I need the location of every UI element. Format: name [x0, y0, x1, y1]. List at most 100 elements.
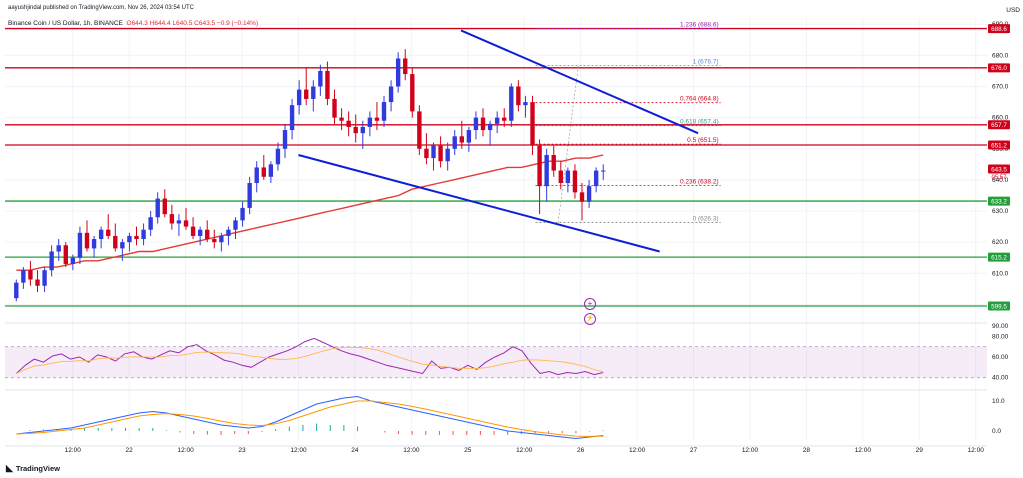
candle-body: [388, 86, 394, 103]
candle-body: [282, 130, 288, 149]
time-tick-label: 27: [690, 447, 698, 454]
rsi-pane: [5, 337, 987, 379]
tradingview-logo[interactable]: ◣ TradingView: [6, 463, 60, 473]
rsi-ma-line: [16, 346, 604, 374]
price-tag: [988, 63, 1010, 73]
candlesticks[interactable]: [14, 49, 606, 302]
candle-body: [332, 98, 337, 118]
moving-average: [16, 154, 604, 271]
time-tick-label: 12:00: [968, 447, 985, 454]
candle-body: [35, 279, 40, 286]
candle-body: [155, 198, 160, 218]
price-tag-label: 657.7: [991, 122, 1007, 129]
high-value: H644.4: [149, 20, 171, 27]
candle-body: [212, 239, 217, 243]
time-tick-label: 12:00: [177, 447, 194, 454]
candle-body: [431, 145, 436, 159]
candle-body: [480, 117, 486, 131]
candle-body: [523, 102, 528, 106]
candle-body: [530, 102, 535, 146]
grid-lines: [5, 18, 987, 447]
candle-body: [487, 123, 493, 131]
fib-label: 0.618 (657.4): [680, 119, 719, 126]
fibonacci-levels: 1.236 (688.6) 1 (676.7) 0.764 (664.8) 0.618…: [535, 22, 721, 223]
time-tick-label: 12:00: [290, 447, 307, 454]
candle-body: [381, 102, 387, 121]
candle-body: [70, 257, 76, 264]
price-tag: [988, 252, 1010, 262]
price-tick-label: 660.0: [992, 115, 1009, 122]
candle-body: [56, 245, 61, 252]
candle-body: [417, 111, 422, 149]
time-tick-label: 12:00: [629, 447, 646, 454]
channel-line: [298, 154, 660, 253]
candle-body: [304, 89, 309, 99]
candle-body: [311, 86, 316, 99]
rsi-tick-label: 40.00: [992, 375, 1009, 382]
rsi-band: [5, 346, 987, 378]
candle-body: [572, 170, 578, 193]
rsi-tick-label: 80.00: [992, 333, 1009, 340]
time-tick-label: 12:00: [65, 447, 82, 454]
candle-body: [509, 86, 514, 121]
candle-body: [565, 170, 571, 184]
candle-body: [254, 167, 259, 184]
change-value: −0.9 (−0.14%): [216, 20, 259, 27]
descending-channel: [298, 29, 699, 253]
price-tick-label: 670.0: [992, 83, 1009, 90]
candle-body: [127, 235, 132, 243]
candle-body: [502, 117, 507, 121]
flash-circle-icon[interactable]: ⚡: [584, 313, 596, 325]
fib-label: 0.5 (651.5): [687, 137, 718, 144]
price-tick-label: 640.0: [992, 177, 1009, 184]
time-axis[interactable]: 12:00 22 12:00 23 12:00 24 12:00 25 12:00 26 12:00…: [65, 447, 985, 454]
time-tick-label: 26: [577, 447, 585, 454]
candle-body: [63, 245, 68, 264]
time-tick-label: 23: [238, 447, 246, 454]
countdown-label: 05:57: [991, 175, 1007, 181]
fib-label: 0 (626.3): [693, 216, 719, 223]
price-tag-label: 599.5: [991, 303, 1007, 310]
price-axis[interactable]: 690.0680.0670.0660.0650.0640.0630.0620.0…: [988, 21, 1010, 435]
signal-line: [16, 400, 604, 437]
candle-body: [84, 232, 90, 249]
candle-body: [296, 89, 302, 106]
symbol-legend[interactable]: Binance Coin / US Dollar, 1h, BINANCE O6…: [8, 20, 258, 27]
candle-body: [21, 270, 26, 283]
candle-body: [410, 74, 415, 112]
candle-body: [219, 235, 224, 243]
candle-body: [77, 232, 83, 258]
time-tick-label: 24: [351, 447, 359, 454]
rsi-tick-label: 60.00: [992, 354, 1009, 361]
candle-body: [537, 145, 542, 187]
candle-body: [494, 117, 500, 124]
candle-body: [28, 270, 33, 280]
price-tag-label: 688.6: [991, 26, 1007, 33]
candle-body: [176, 220, 182, 224]
candle-body: [601, 170, 606, 172]
time-tick-label: 12:00: [742, 447, 759, 454]
candle-body: [360, 126, 365, 134]
horizontal-level-lines: [5, 27, 987, 307]
time-tick-label: 12:00: [516, 447, 533, 454]
candle-body: [162, 198, 167, 215]
plus-circle-icon[interactable]: +: [584, 298, 596, 310]
candle-body: [579, 192, 585, 202]
candle-body: [586, 186, 592, 202]
candle-body: [261, 167, 266, 177]
tradingview-logo-icon: ◣: [6, 463, 13, 473]
close-value: C643.5: [194, 20, 216, 27]
candle-body: [226, 229, 231, 236]
time-tick-label: 22: [126, 447, 134, 454]
rsi-line: [15, 337, 604, 376]
price-tag-label: 651.2: [991, 142, 1007, 149]
price-tick-label: 680.0: [992, 52, 1009, 59]
price-tick-label: 630.0: [992, 208, 1009, 215]
candle-body: [134, 235, 139, 240]
currency-label: USD: [1006, 7, 1020, 14]
price-tag-label: 633.2: [991, 198, 1007, 205]
macd-tick-label: 0.0: [992, 428, 1001, 435]
candle-body: [42, 270, 47, 286]
candle-body: [516, 86, 521, 106]
